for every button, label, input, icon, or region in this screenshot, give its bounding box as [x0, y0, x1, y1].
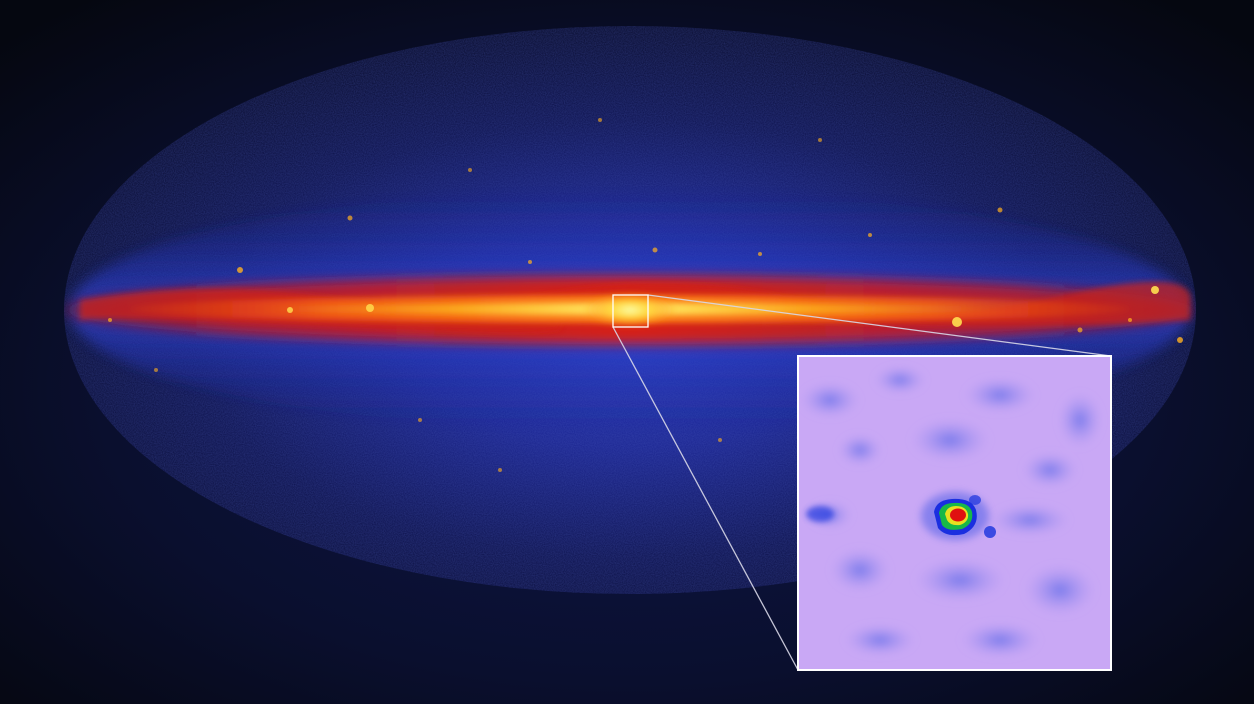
galactic-center-glow [582, 292, 678, 328]
galactic-center-selection-box [612, 294, 649, 328]
point-sources [108, 118, 1183, 472]
inset-source-contours [934, 498, 977, 536]
zoom-connector [612, 294, 1112, 671]
inset-frame [797, 355, 1112, 671]
galactic-center-inset [797, 355, 1112, 671]
